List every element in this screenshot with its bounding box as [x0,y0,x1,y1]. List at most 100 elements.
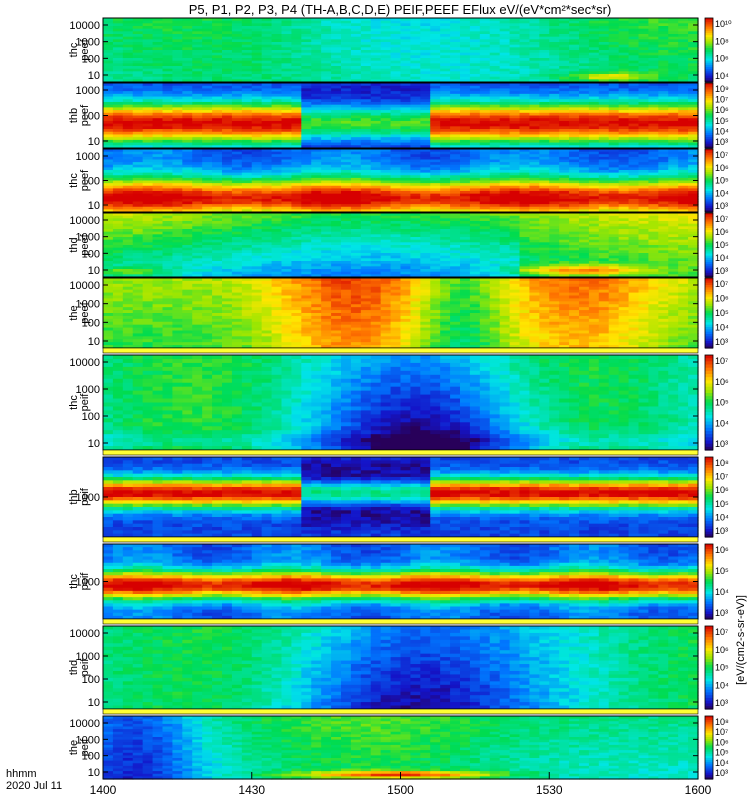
heatmap-cell [281,101,293,106]
heatmap-cell [678,162,689,166]
heatmap-cell [628,198,640,203]
heatmap-cell [628,44,640,48]
heatmap-cell [469,85,481,90]
heatmap-cell [231,134,243,138]
heatmap-cell [479,209,491,213]
heatmap-cell [628,88,640,92]
heatmap-cell [420,137,431,141]
heatmap-cell [202,129,213,133]
heatmap-cell [241,183,253,187]
heatmap-cell [192,191,203,195]
heatmap-cell [122,151,134,155]
heatmap-cell [152,151,164,155]
heatmap-cell [311,191,322,195]
heatmap-cell [549,167,560,171]
heatmap-cell [331,68,342,72]
heatmap-cell [658,191,669,195]
heatmap-cell [648,118,659,122]
heatmap-cell [301,34,312,38]
heatmap-cell [251,274,263,278]
heatmap-cell [559,188,570,192]
heatmap-cell [311,110,322,114]
heatmap-cell [588,31,600,35]
heatmap-cell [668,167,679,171]
heatmap-cell [271,196,283,200]
heatmap-cell [350,175,362,179]
heatmap-cell [588,145,600,149]
heatmap-cell [440,115,451,119]
heatmap-cell [281,206,293,210]
heatmap-cell [539,99,550,103]
heatmap-cell [519,52,531,56]
heatmap-cell [132,115,144,119]
heatmap-cell [519,101,531,106]
heatmap-cell [103,42,114,46]
heatmap-cell [162,58,174,62]
colorbar-segment [705,75,713,79]
y-tick-label: 1000 [76,151,100,163]
heatmap-cell [251,104,263,108]
heatmap-cell [390,115,402,119]
heatmap-cell [519,131,531,136]
heatmap-cell [291,123,302,127]
heatmap-cell [182,255,193,259]
heatmap-cell [420,66,431,70]
heatmap-cell [450,99,461,103]
heatmap-cell [489,63,501,67]
heatmap-cell [321,183,332,187]
heatmap-cell [112,50,124,54]
heatmap-cell [251,55,263,59]
heatmap-cell [430,183,441,187]
heatmap-cell [588,28,600,32]
heatmap-cell [212,55,223,59]
heatmap-cell [202,255,213,259]
heatmap-cell [112,123,124,127]
heatmap-cell [569,71,580,75]
heatmap-cell [241,85,253,90]
heatmap-cell [479,39,491,43]
heatmap-cell [311,36,322,40]
heatmap-cell [440,31,451,35]
heatmap-cell [489,93,501,98]
heatmap-cell [271,258,283,262]
heatmap-cell [559,134,570,138]
heatmap-cell [678,91,689,95]
heatmap-cell [231,85,243,90]
heatmap-cell [212,134,223,138]
heatmap-cell [509,134,521,138]
heatmap-cell [311,185,322,189]
heatmap-cell [182,221,193,225]
heatmap-cell [152,245,164,249]
heatmap-cell [212,23,223,27]
heatmap-cell [271,159,283,163]
heatmap-cell [499,188,511,192]
heatmap-cell [450,42,461,46]
colorbar-segment [705,159,713,163]
heatmap-cell [112,68,124,72]
heatmap-cell [430,50,441,54]
heatmap-cell [241,142,253,146]
heatmap-cell [549,71,560,75]
heatmap-cell [172,131,183,136]
heatmap-cell [549,126,560,130]
heatmap-cell [668,39,679,43]
heatmap-cell [638,68,650,72]
heatmap-cell [638,83,650,87]
heatmap-cell [569,20,580,24]
heatmap-cell [598,31,610,35]
heatmap-cell [648,68,659,72]
heatmap-cell [479,18,491,22]
heatmap-cell [132,126,144,130]
heatmap-cell [509,93,521,98]
heatmap-cell [331,83,342,87]
heatmap-cell [103,123,114,127]
heatmap-cell [380,159,392,163]
heatmap-cell [479,96,491,100]
heatmap-cell [271,261,283,265]
heatmap-cell [182,60,193,64]
heatmap-cell [549,88,560,92]
heatmap-cell [628,58,640,62]
heatmap-cell [271,112,283,117]
heatmap-cell [648,129,659,133]
heatmap-cell [212,201,223,205]
